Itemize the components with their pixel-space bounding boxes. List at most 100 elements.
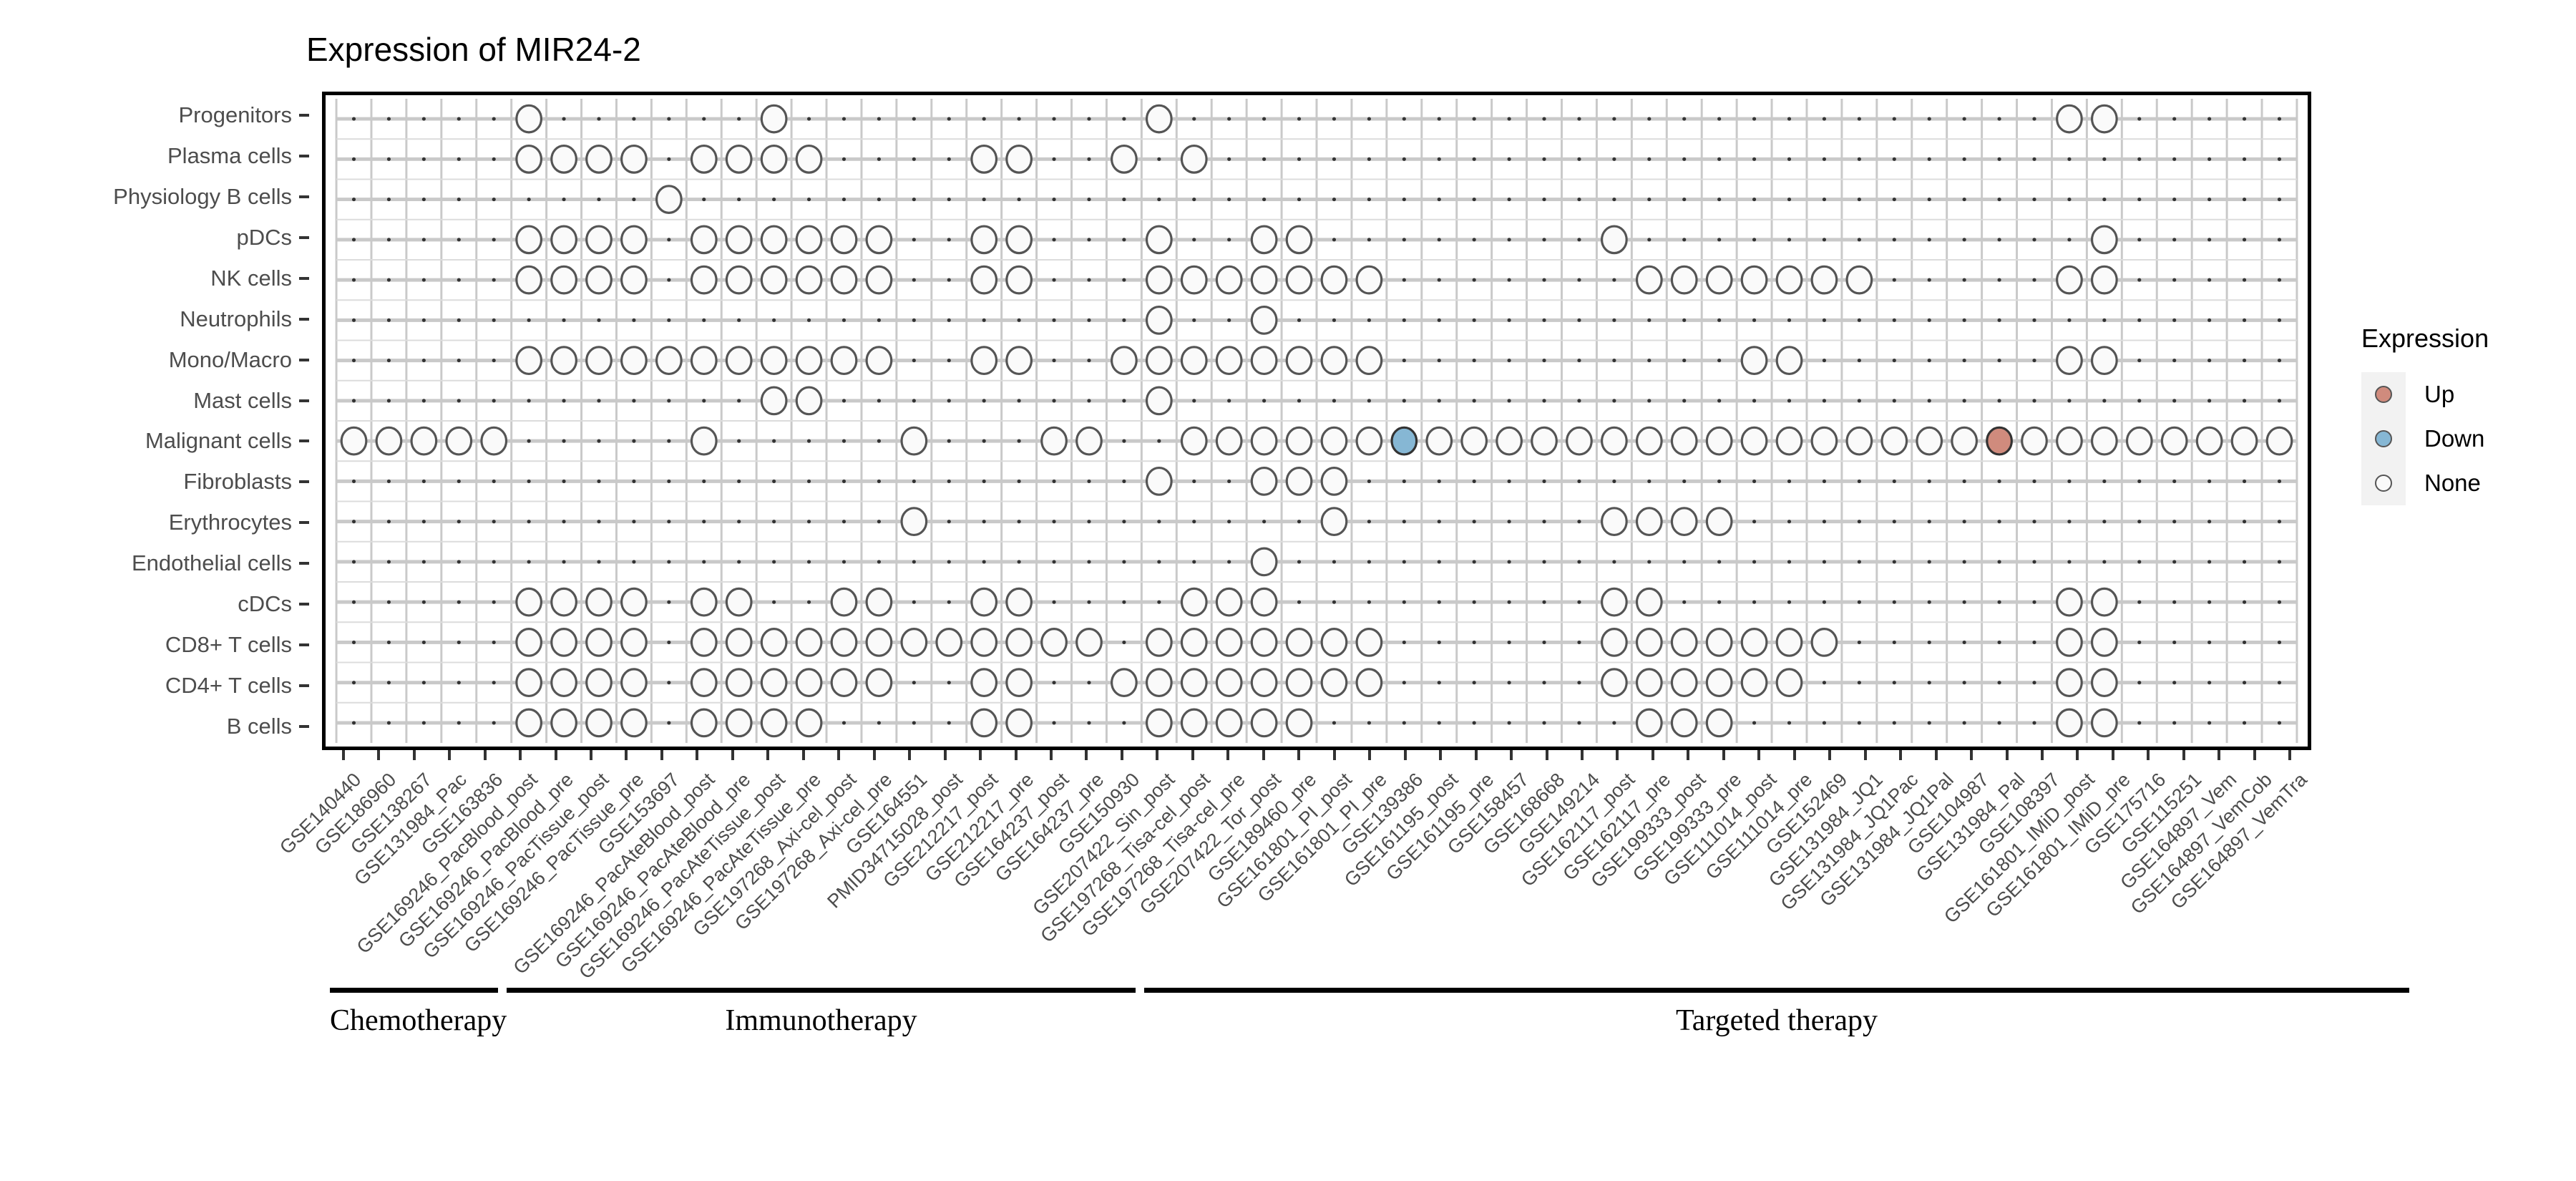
grid-point	[1297, 520, 1302, 524]
grid-point	[947, 520, 951, 524]
expression-dot-none	[515, 104, 543, 134]
expression-dot-none	[690, 587, 718, 617]
legend-item[interactable]: None	[2361, 461, 2569, 505]
legend-items: Up Down None	[2361, 372, 2569, 505]
grid-point	[457, 359, 461, 363]
grid-point	[2067, 560, 2072, 564]
grid-point	[667, 681, 671, 685]
grid-point	[1437, 117, 1441, 121]
grid-point	[1577, 681, 1581, 685]
x-axis-tick	[1863, 750, 1867, 760]
grid-point	[527, 439, 531, 443]
x-axis-tick	[1757, 750, 1761, 760]
expression-dot-none	[620, 225, 648, 255]
grid-point	[1892, 560, 1896, 564]
grid-point	[351, 681, 356, 685]
x-axis-tick	[1014, 750, 1018, 760]
expression-dot-none	[1740, 346, 1768, 375]
expression-dot-none	[970, 587, 998, 617]
grid-point	[1332, 399, 1337, 403]
grid-point	[1787, 479, 1792, 483]
expression-dot-none	[1145, 346, 1173, 375]
grid-point	[2137, 157, 2142, 161]
grid-point	[1507, 681, 1511, 685]
grid-point	[351, 520, 356, 524]
grid-point	[1157, 157, 1161, 161]
grid-point	[1542, 681, 1546, 685]
grid-point	[1892, 359, 1896, 363]
expression-dot-none	[1180, 708, 1208, 738]
grid-point	[772, 439, 776, 443]
grid-point	[1997, 520, 2001, 524]
grid-point	[1332, 238, 1337, 242]
grid-point	[1822, 238, 1827, 242]
grid-point	[632, 117, 636, 121]
expression-dot-none	[830, 628, 858, 657]
grid-point	[386, 318, 391, 322]
y-axis-tick	[299, 317, 309, 321]
grid-point	[492, 560, 496, 564]
expression-dot-none	[2021, 426, 2048, 456]
grid-point	[1962, 157, 1966, 161]
grid-point	[2137, 399, 2142, 403]
y-axis-label: cDCs	[238, 590, 292, 616]
grid-point	[1857, 318, 1861, 322]
legend-key-swatch	[2361, 372, 2406, 417]
legend-item[interactable]: Up	[2361, 372, 2569, 417]
grid-point	[1717, 479, 1722, 483]
grid-point	[2137, 479, 2142, 483]
grid-point	[2277, 278, 2282, 282]
grid-point	[1437, 560, 1441, 564]
y-axis-label: CD4+ T cells	[165, 672, 292, 698]
grid-point	[632, 399, 636, 403]
expression-dot-none	[795, 628, 823, 657]
expression-dot-none	[585, 346, 613, 375]
grid-point	[1472, 520, 1476, 524]
x-axis-tick	[801, 750, 805, 760]
grid-point	[1927, 117, 1931, 121]
legend-item[interactable]: Down	[2361, 417, 2569, 461]
grid-point	[1717, 318, 1722, 322]
expression-dot-none	[585, 628, 613, 657]
expression-dot-none	[900, 426, 928, 456]
grid-point	[421, 520, 426, 524]
expression-dot-none	[760, 386, 788, 416]
y-axis-tick	[299, 480, 309, 484]
expression-dot-none	[2090, 587, 2118, 617]
grid-point	[2067, 479, 2072, 483]
grid-point	[1962, 359, 1966, 363]
grid-point	[1402, 278, 1406, 282]
therapy-group-bar	[330, 988, 499, 993]
grid-point	[1262, 399, 1267, 403]
grid-point	[1052, 278, 1056, 282]
grid-point	[2172, 318, 2177, 322]
grid-point	[1122, 600, 1126, 604]
grid-point	[1437, 359, 1441, 363]
expression-dot-down	[1390, 426, 1418, 456]
expression-dot-none	[690, 708, 718, 738]
grid-point	[2067, 520, 2072, 524]
grid-point	[1542, 198, 1546, 202]
grid-point	[2032, 520, 2036, 524]
grid-point	[1682, 117, 1687, 121]
grid-point	[912, 318, 916, 322]
grid-point	[667, 318, 671, 322]
grid-point	[2172, 479, 2177, 483]
expression-dot-none	[1320, 507, 1348, 537]
grid-point	[1822, 681, 1827, 685]
grid-point	[386, 479, 391, 483]
grid-point	[421, 318, 426, 322]
grid-point	[1437, 157, 1441, 161]
grid-point	[1297, 117, 1302, 121]
y-axis-tick	[299, 276, 309, 280]
grid-point	[1367, 520, 1371, 524]
y-axis-tick	[299, 602, 309, 606]
grid-point	[1962, 721, 1966, 725]
x-axis-tick	[731, 750, 734, 760]
expression-dot-none	[550, 628, 577, 657]
grid-point	[1087, 600, 1091, 604]
grid-point	[1507, 238, 1511, 242]
grid-point	[1787, 117, 1792, 121]
expression-dot-none	[1355, 265, 1383, 295]
